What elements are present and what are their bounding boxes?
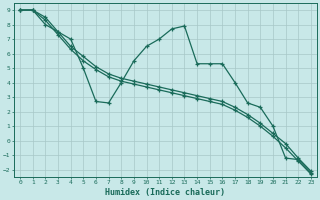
X-axis label: Humidex (Indice chaleur): Humidex (Indice chaleur) (106, 188, 226, 197)
